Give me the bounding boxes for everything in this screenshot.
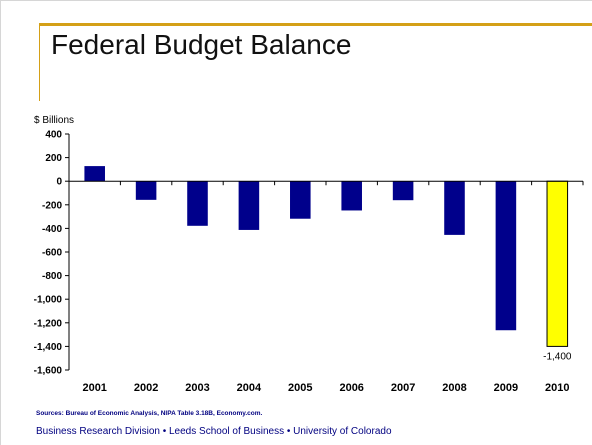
- y-axis-unit-label: $ Billions: [34, 115, 75, 126]
- sources-note: Sources: Bureau of Economic Analysis, NI…: [36, 410, 263, 417]
- x-tick-label-2003: 2003: [185, 382, 209, 394]
- x-tick-label-2004: 2004: [237, 382, 262, 394]
- x-tick-label-2010: 2010: [545, 382, 569, 394]
- footer-credits: Business Research Division • Leeds Schoo…: [36, 426, 392, 437]
- bar-2008: [444, 181, 465, 235]
- x-tick-label-2001: 2001: [82, 382, 106, 394]
- bar-2007: [392, 181, 414, 201]
- bar-2004: [238, 181, 260, 230]
- page-title: Federal Budget Balance: [51, 29, 352, 60]
- y-tick-label: 0: [56, 177, 62, 188]
- bar-2003: [187, 181, 208, 226]
- bar-2005: [290, 181, 311, 219]
- y-tick-label: -1,600: [34, 366, 63, 377]
- x-tick-label-2002: 2002: [134, 382, 158, 394]
- x-tick-label-2005: 2005: [288, 382, 312, 394]
- y-tick-label: 200: [45, 153, 62, 164]
- y-tick-label: -400: [42, 224, 62, 235]
- x-tick-label-2009: 2009: [494, 382, 518, 394]
- bar-2010: [546, 180, 569, 347]
- y-tick-label: 400: [45, 130, 62, 141]
- bar-2009: [495, 181, 517, 331]
- bar-2002: [135, 181, 157, 200]
- x-tick-label-2006: 2006: [339, 382, 363, 394]
- y-tick-label: -200: [42, 200, 62, 211]
- y-tick-label: -1,400: [34, 342, 63, 353]
- data-label-2010: -1,400: [543, 351, 572, 362]
- y-tick-label: -800: [42, 271, 62, 282]
- y-tick-label: -1,000: [34, 295, 63, 306]
- x-tick-label-2007: 2007: [391, 382, 415, 394]
- y-tick-label: -1,200: [34, 318, 63, 329]
- bar-2006: [341, 181, 362, 211]
- y-tick-label: -600: [42, 248, 62, 259]
- title-frame-vertical-line: [39, 23, 40, 101]
- x-tick-label-2008: 2008: [442, 382, 466, 394]
- bar-2001: [84, 166, 105, 182]
- title-frame-horizontal-line: [39, 23, 592, 26]
